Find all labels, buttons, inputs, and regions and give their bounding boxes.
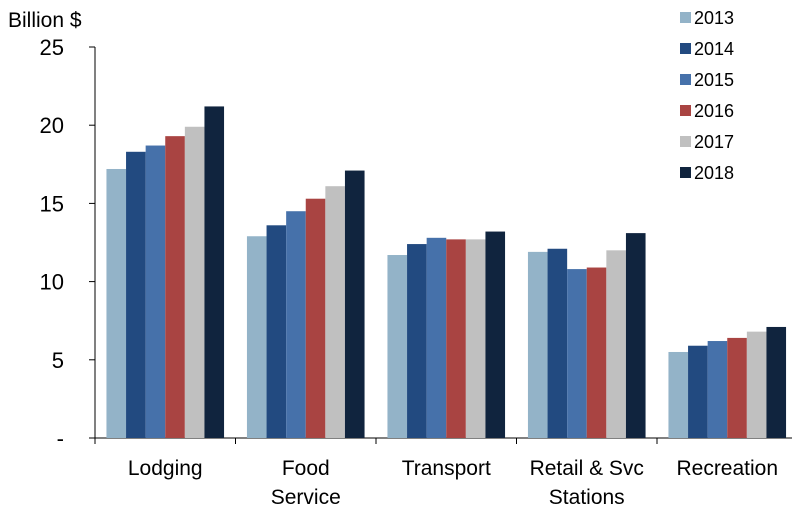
bar: [746, 331, 767, 438]
legend-label: 2014: [694, 39, 734, 59]
bar: [707, 341, 728, 438]
x-category-label: Stations: [549, 486, 625, 507]
bar: [387, 255, 408, 438]
x-category-label: Food: [282, 457, 330, 480]
bar: [325, 186, 345, 438]
legend-label: 2013: [694, 8, 734, 28]
legend-swatch: [680, 74, 691, 85]
legend-swatch: [680, 12, 691, 23]
y-tick-label: 15: [40, 191, 64, 216]
legend-label: 2017: [694, 132, 734, 152]
x-category-label: Transport: [402, 457, 491, 480]
bar: [668, 351, 689, 438]
legend-label: 2016: [694, 101, 734, 121]
y-tick-label: 10: [40, 270, 64, 295]
bar: [527, 251, 548, 438]
bars: [106, 106, 787, 439]
bar: [547, 248, 568, 438]
legend-swatch: [680, 167, 691, 178]
x-axis: Lodging Food Service Transport Retail & Svc S…: [94, 437, 792, 507]
legend: 2013 2014 2015 2016 2017 2018: [680, 8, 734, 183]
bar: [407, 244, 427, 438]
bar: [106, 168, 127, 438]
bar: [246, 236, 267, 438]
x-category-label: Service: [271, 486, 341, 507]
y-axis-label: Billion $: [8, 9, 82, 32]
bar: [606, 250, 626, 438]
bar: [688, 345, 708, 438]
legend-swatch: [680, 43, 691, 54]
bar: [426, 237, 447, 438]
bar: [465, 239, 486, 438]
bar: [485, 231, 506, 438]
y-tick-label: 25: [40, 35, 64, 60]
legend-label: 2015: [694, 70, 734, 90]
x-category-label: Recreation: [676, 457, 778, 480]
bar: [625, 233, 646, 438]
bar: [446, 239, 466, 438]
y-tick-label: -: [57, 426, 64, 451]
legend-label: 2018: [694, 163, 734, 183]
bar: [184, 126, 205, 438]
y-tick-label: 20: [40, 113, 64, 138]
bar: [766, 326, 787, 438]
bar: [126, 151, 146, 438]
bar: [344, 170, 365, 438]
bar: [204, 106, 225, 438]
bar: [266, 225, 287, 438]
legend-swatch: [680, 105, 691, 116]
legend-swatch: [680, 136, 691, 147]
y-tick-label: 5: [52, 348, 64, 373]
bar: [305, 198, 326, 438]
bar: [567, 269, 587, 438]
x-category-label: Retail & Svc: [530, 457, 644, 480]
bar: [165, 136, 185, 438]
bar: [145, 145, 166, 439]
x-category-label: Lodging: [128, 457, 203, 480]
bar: [727, 337, 747, 438]
y-axis: - 5 10 15 20 25: [40, 35, 96, 451]
bar: [586, 267, 607, 438]
bar: [286, 211, 306, 438]
